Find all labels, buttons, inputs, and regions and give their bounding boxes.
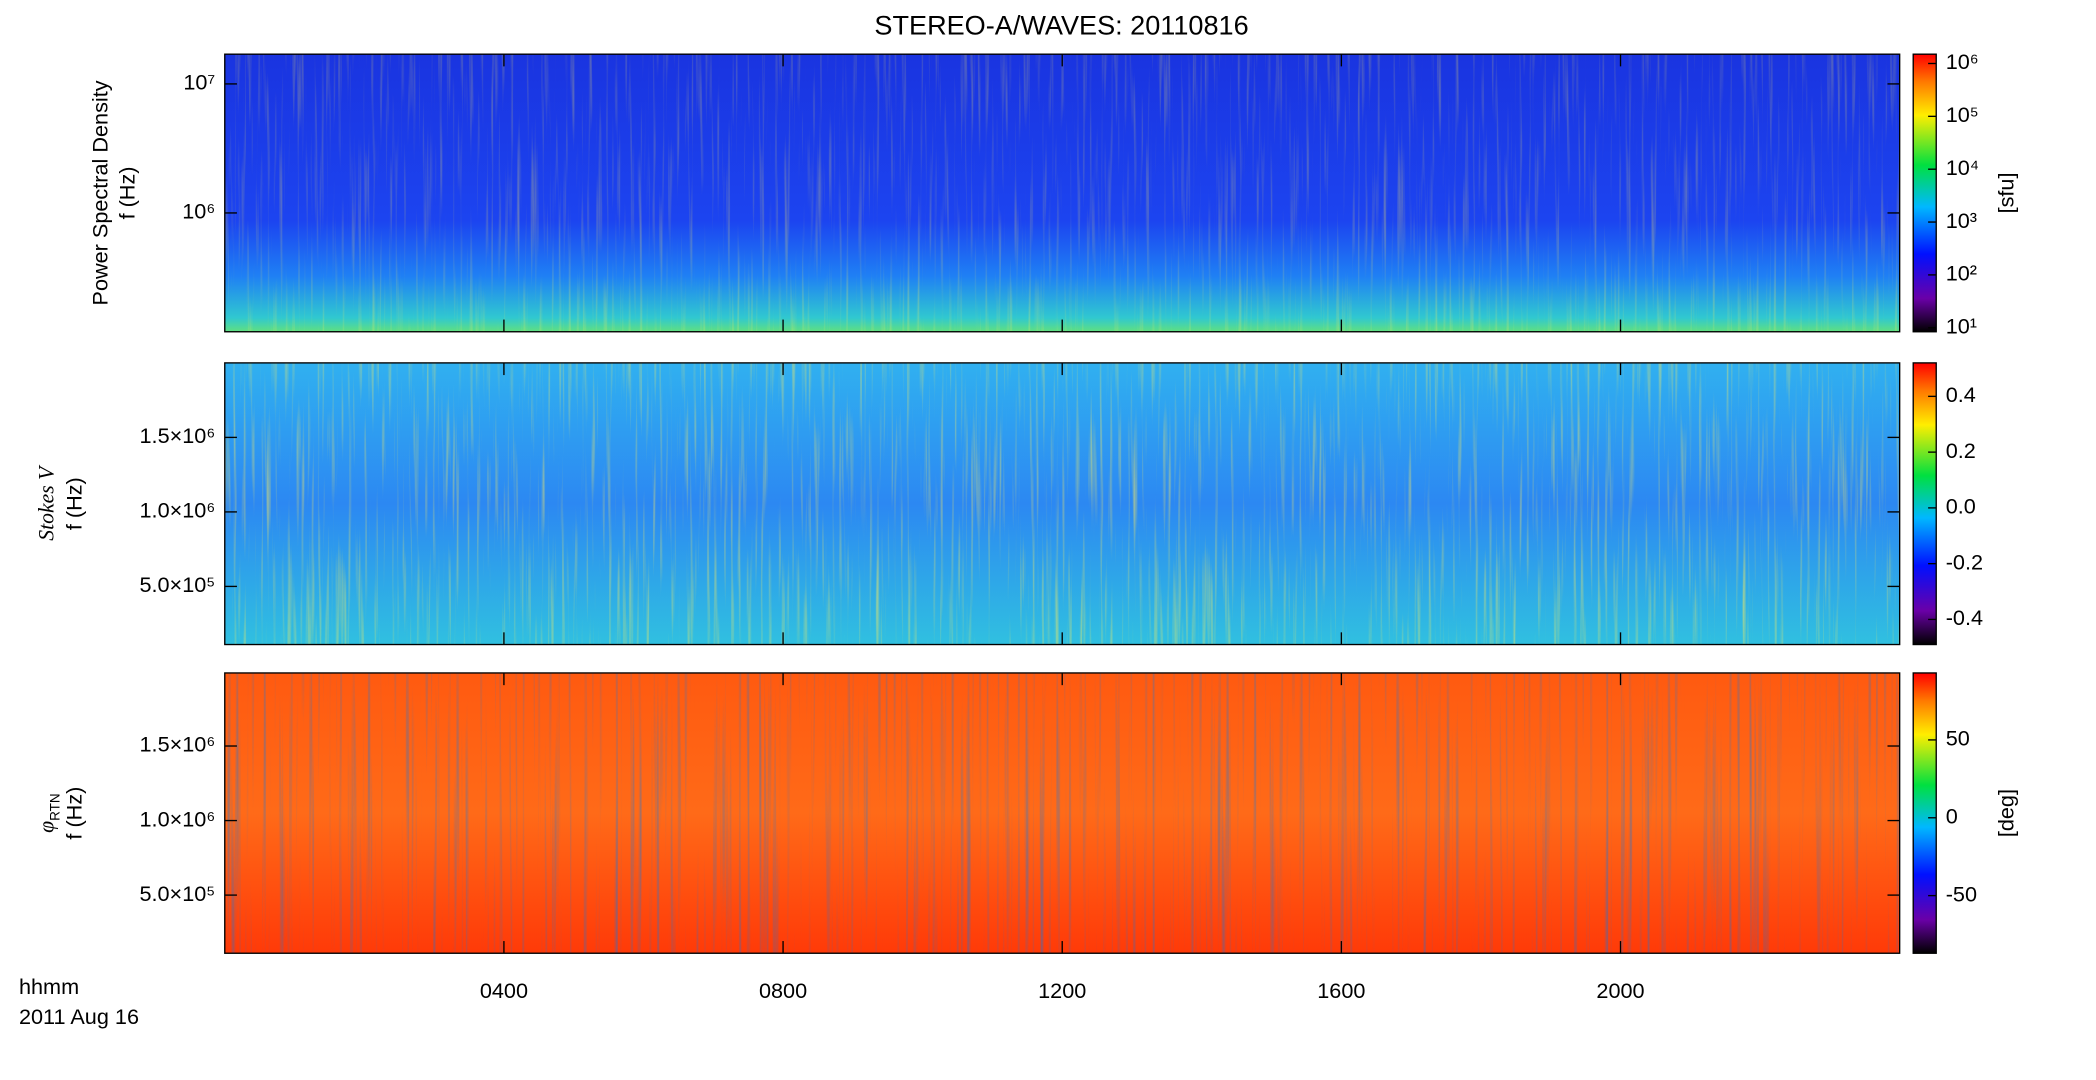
- colorbar-tick-label: -0.2: [1946, 549, 1983, 574]
- colorbar-tick-label: 0.2: [1946, 438, 1976, 463]
- colorbar-tick-label: 10⁶: [1946, 49, 1979, 74]
- x-axis-label: hhmm: [19, 974, 79, 999]
- x-tick-label: 2000: [1596, 978, 1644, 1003]
- x-tick-label: 0400: [480, 978, 528, 1003]
- y-axis-label: φRTN: [35, 793, 63, 833]
- colorbar-tick-label: 10³: [1946, 208, 1977, 233]
- y-tick-label: 10⁶: [182, 199, 215, 224]
- y-tick-label: 1.0×10⁶: [140, 498, 216, 523]
- colorbar-tick-label: 0: [1946, 803, 1958, 828]
- colorbar: [1912, 362, 1937, 646]
- chart-title: STEREO-A/WAVES: 20110816: [874, 9, 1248, 40]
- y-tick-label: 1.0×10⁶: [140, 806, 216, 831]
- y-axis-unit-label: f (Hz): [114, 166, 139, 219]
- y-axis-label: Stokes V: [35, 464, 59, 541]
- y-axis-unit-label: f (Hz): [62, 787, 87, 840]
- y-tick-label: 5.0×10⁵: [139, 572, 215, 597]
- colorbar-tick-label: 0.4: [1946, 382, 1976, 407]
- colorbar-label: [deg]: [1994, 789, 2019, 837]
- y-axis-label-text: Stokes V: [35, 464, 59, 541]
- colorbar-tick-label: 10⁵: [1946, 102, 1979, 127]
- y-axis-label: Power Spectral Density: [87, 80, 112, 305]
- spectrogram-texture: [224, 54, 1900, 332]
- y-tick-label: 10⁷: [183, 70, 215, 95]
- colorbar-tick-label: 0.0: [1946, 494, 1976, 519]
- colorbar-tick-label: -0.4: [1946, 605, 1983, 630]
- colorbar: [1912, 53, 1937, 333]
- x-axis-date-label: 2011 Aug 16: [19, 1004, 139, 1029]
- colorbar-tick-label: -50: [1946, 881, 1977, 906]
- x-tick-label: 0800: [759, 978, 807, 1003]
- y-axis-label-sub: RTN: [48, 793, 63, 821]
- colorbar-tick-label: 50: [1946, 726, 1970, 751]
- y-tick-label: 1.5×10⁶: [140, 732, 216, 757]
- colorbar-tick-label: 10⁴: [1946, 155, 1979, 180]
- y-tick-label: 1.5×10⁶: [140, 423, 216, 448]
- y-axis-label-text: φ: [35, 821, 59, 833]
- colorbar-tick-label: 10²: [1946, 261, 1977, 286]
- y-axis-unit-label: f (Hz): [62, 477, 87, 530]
- spectrogram-texture: [224, 362, 1900, 645]
- colorbar-label: [sfu]: [1994, 172, 2019, 213]
- x-tick-label: 1600: [1317, 978, 1365, 1003]
- spectrogram-texture: [224, 672, 1900, 954]
- y-axis-label-text: Power Spectral Density: [87, 80, 112, 305]
- colorbar: [1912, 672, 1937, 954]
- colorbar-tick-label: 10¹: [1946, 313, 1977, 338]
- y-tick-label: 5.0×10⁵: [139, 881, 215, 906]
- x-tick-label: 1200: [1038, 978, 1086, 1003]
